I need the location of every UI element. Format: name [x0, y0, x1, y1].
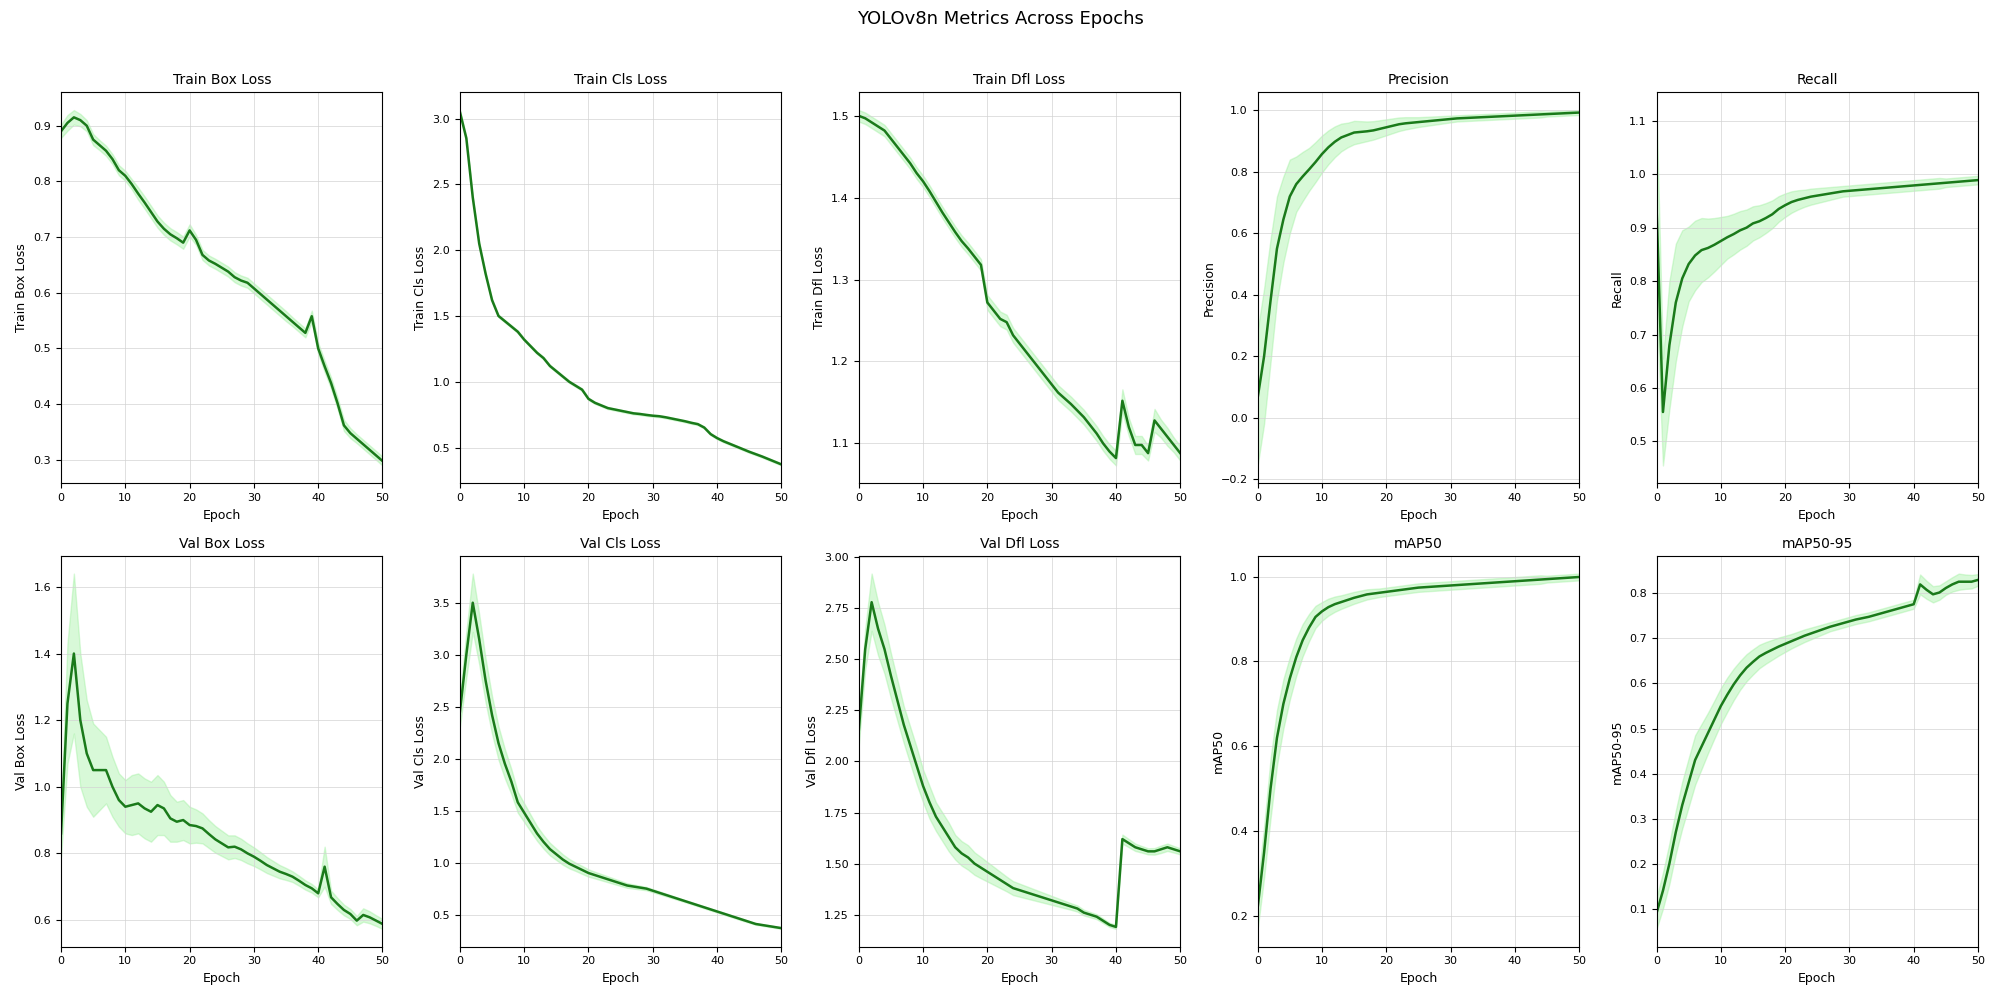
Title: Val Box Loss: Val Box Loss	[178, 537, 264, 551]
X-axis label: Epoch: Epoch	[602, 509, 640, 522]
X-axis label: Epoch: Epoch	[1798, 972, 1836, 985]
Y-axis label: Val Cls Loss: Val Cls Loss	[414, 715, 426, 788]
X-axis label: Epoch: Epoch	[1798, 509, 1836, 522]
Y-axis label: Train Cls Loss: Train Cls Loss	[414, 246, 426, 330]
Title: mAP50-95: mAP50-95	[1782, 537, 1852, 551]
Y-axis label: Val Dfl Loss: Val Dfl Loss	[806, 715, 818, 787]
X-axis label: Epoch: Epoch	[202, 972, 240, 985]
X-axis label: Epoch: Epoch	[202, 509, 240, 522]
Y-axis label: Recall: Recall	[1610, 269, 1624, 307]
Title: mAP50: mAP50	[1394, 537, 1442, 551]
Title: Recall: Recall	[1796, 73, 1838, 87]
X-axis label: Epoch: Epoch	[1000, 509, 1038, 522]
Y-axis label: Train Dfl Loss: Train Dfl Loss	[812, 246, 826, 329]
Y-axis label: mAP50: mAP50	[1212, 729, 1224, 773]
Title: Train Dfl Loss: Train Dfl Loss	[974, 73, 1066, 87]
Title: Precision: Precision	[1388, 73, 1450, 87]
Title: Val Dfl Loss: Val Dfl Loss	[980, 537, 1060, 551]
X-axis label: Epoch: Epoch	[1000, 972, 1038, 985]
Y-axis label: Val Box Loss: Val Box Loss	[14, 713, 28, 790]
Y-axis label: mAP50-95: mAP50-95	[1610, 719, 1624, 784]
X-axis label: Epoch: Epoch	[1400, 509, 1438, 522]
Y-axis label: Precision: Precision	[1202, 260, 1216, 316]
Title: Val Cls Loss: Val Cls Loss	[580, 537, 660, 551]
X-axis label: Epoch: Epoch	[602, 972, 640, 985]
Text: YOLOv8n Metrics Across Epochs: YOLOv8n Metrics Across Epochs	[856, 10, 1144, 28]
Y-axis label: Train Box Loss: Train Box Loss	[14, 243, 28, 332]
Title: Train Box Loss: Train Box Loss	[172, 73, 272, 87]
X-axis label: Epoch: Epoch	[1400, 972, 1438, 985]
Title: Train Cls Loss: Train Cls Loss	[574, 73, 668, 87]
